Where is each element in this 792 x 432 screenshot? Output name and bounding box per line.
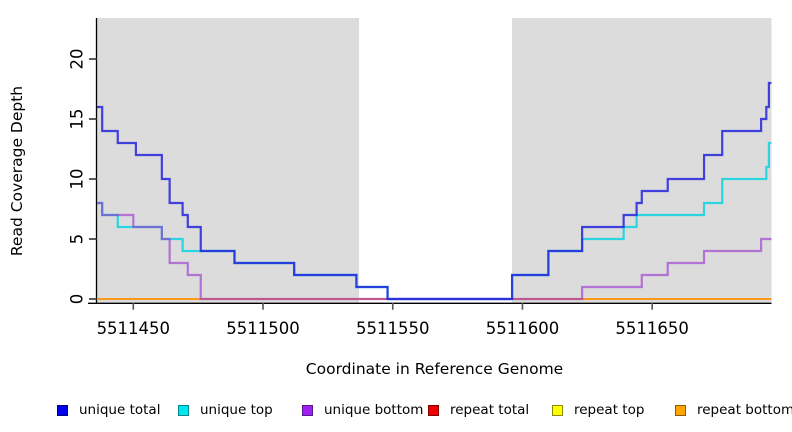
legend-swatch-icon (428, 404, 439, 416)
legend-item-unique-bottom: unique bottom (302, 400, 423, 420)
x-axis-title: Coordinate in Reference Genome (305, 360, 564, 378)
x-tick-label: 5511650 (615, 319, 689, 338)
legend-item-unique-top: unique top (178, 400, 273, 420)
y-tick-label: 20 (68, 49, 87, 70)
legend-swatch-icon (675, 404, 686, 416)
legend-label: unique bottom (324, 402, 424, 418)
x-tick-label: 5511500 (226, 319, 300, 338)
legend-swatch-icon (552, 404, 563, 416)
legend-label: unique total (79, 402, 161, 418)
legend-item-repeat-total: repeat total (428, 400, 529, 420)
y-tick-label: 10 (68, 169, 87, 190)
coverage-line-unique-bottom (97, 201, 772, 301)
legend-item-repeat-top: repeat top (552, 400, 644, 420)
legend-swatch-icon (57, 404, 68, 416)
legend-item-repeat-bottom: repeat bottom (675, 400, 792, 420)
legend-swatch-icon (302, 404, 313, 416)
legend-label: repeat bottom (697, 402, 792, 418)
legend-label: repeat total (450, 402, 530, 418)
legend-label: unique top (200, 402, 273, 418)
y-axis-title: Read Coverage Depth (8, 85, 26, 257)
x-tick-label: 5511550 (356, 319, 430, 338)
legend-swatch-icon (178, 404, 189, 416)
y-tick-label: 0 (68, 294, 87, 305)
x-tick-label: 5511450 (97, 319, 171, 338)
legend-item-unique-total: unique total (57, 400, 160, 420)
x-tick-label: 5511600 (486, 319, 560, 338)
y-tick-label: 5 (68, 234, 87, 245)
coverage-line-unique-total (97, 81, 772, 301)
highlight-region (359, 18, 513, 303)
y-tick-label: 15 (68, 109, 87, 130)
legend-label: repeat top (574, 402, 645, 418)
legend: unique total unique top unique bottom repea… (0, 400, 792, 424)
